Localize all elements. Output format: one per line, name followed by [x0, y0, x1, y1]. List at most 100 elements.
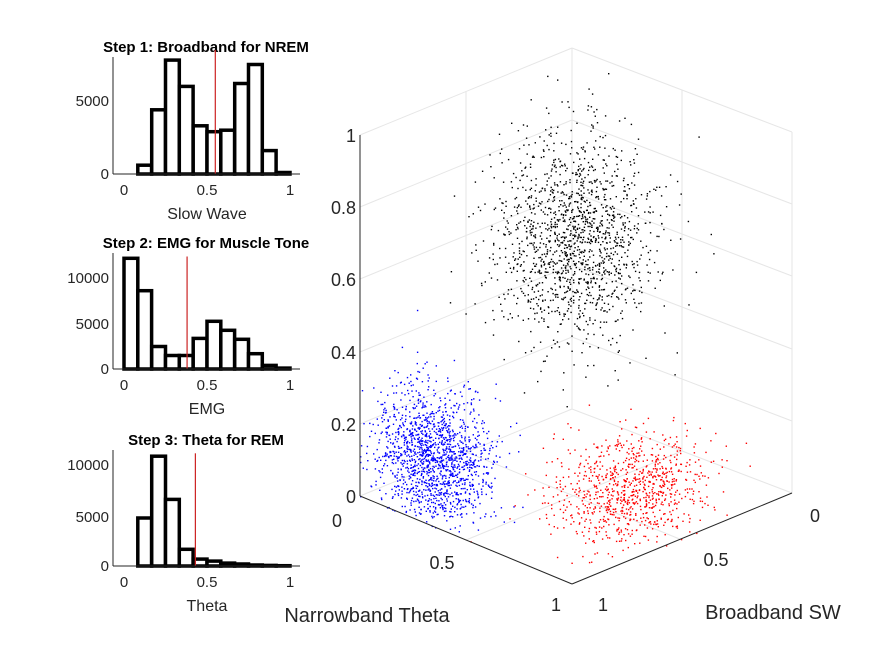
scatter-point	[564, 253, 566, 255]
scatter-point	[422, 477, 424, 479]
scatter-point	[647, 539, 650, 541]
scatter-point	[652, 503, 654, 505]
scatter-point	[522, 292, 525, 294]
scatter-point	[559, 280, 562, 282]
scatter-point	[563, 239, 565, 242]
scatter-point	[587, 273, 590, 276]
scatter-point	[568, 501, 570, 503]
scatter-point	[415, 377, 418, 379]
scatter-point	[406, 498, 408, 500]
scatter-point	[588, 467, 590, 469]
scatter-point	[635, 479, 637, 481]
scatter-point	[435, 428, 438, 430]
scatter-point	[572, 225, 574, 228]
scatter-point	[370, 430, 373, 432]
scatter-point	[617, 272, 620, 274]
scatter-point	[675, 436, 678, 438]
scatter-point	[471, 467, 473, 469]
scatter-point	[406, 445, 408, 447]
scatter-point	[526, 236, 528, 238]
histogram-bar	[205, 129, 223, 176]
scatter-point	[413, 417, 415, 419]
scatter-point	[600, 220, 602, 222]
scatter-point	[419, 423, 421, 426]
scatter-point	[442, 437, 445, 439]
scatter-point	[434, 442, 436, 444]
scatter-point	[446, 456, 449, 458]
scatter-point	[414, 474, 416, 477]
scatter-point	[421, 462, 423, 464]
scatter-point	[575, 262, 577, 265]
scatter-point	[655, 502, 658, 504]
scatter-point	[631, 182, 633, 184]
scatter-point	[595, 227, 598, 229]
scatter-point	[680, 193, 682, 195]
scatter-point	[475, 454, 477, 456]
scatter-point	[608, 234, 611, 236]
scatter-point	[397, 371, 399, 374]
scatter-point	[638, 440, 640, 442]
scatter-point	[508, 233, 511, 236]
scatter-point	[407, 389, 409, 392]
scatter-point	[425, 439, 427, 442]
histogram-bar	[246, 62, 265, 176]
scatter-point	[539, 246, 541, 249]
scatter-point	[617, 528, 619, 531]
scatter-point	[361, 390, 364, 392]
x-tick-label: 1	[286, 182, 294, 199]
scatter-point	[456, 493, 458, 496]
histogram-bar	[163, 497, 182, 568]
scatter-point	[659, 279, 661, 282]
scatter-point	[559, 244, 561, 246]
scatter-point	[601, 223, 603, 225]
scatter-point	[433, 443, 435, 445]
scatter-point	[413, 500, 415, 503]
scatter-point	[409, 399, 411, 402]
scatter-point	[444, 404, 446, 406]
scatter-point	[549, 250, 551, 252]
scatter-point	[465, 464, 467, 466]
scatter-point	[608, 73, 610, 75]
scatter-point	[631, 211, 633, 213]
scatter-point	[455, 456, 457, 458]
scatter-point	[420, 461, 422, 463]
scatter-point	[575, 174, 577, 176]
scatter-point	[597, 198, 600, 200]
scatter-point	[556, 272, 559, 275]
scatter-point	[524, 216, 526, 218]
scatter-point	[533, 246, 535, 248]
scatter-point	[626, 523, 629, 525]
scatter-point	[513, 266, 515, 269]
scatter-point	[626, 501, 629, 503]
scatter-point	[693, 452, 696, 454]
scatter-point	[557, 126, 559, 128]
scatter-point	[418, 412, 420, 414]
scatter-point	[461, 427, 464, 429]
scatter-point	[392, 462, 395, 465]
scatter-point	[617, 483, 619, 485]
scatter-point	[587, 109, 589, 111]
scatter-point	[583, 315, 585, 317]
scatter-point	[587, 238, 590, 240]
scatter-point	[524, 167, 526, 169]
scatter-point	[433, 466, 435, 468]
scatter-point	[689, 498, 691, 500]
scatter-point	[380, 432, 382, 435]
x-tick-labels: 0 0.5 1	[332, 511, 561, 615]
scatter-point	[634, 458, 637, 460]
scatter-point	[585, 496, 587, 498]
scatter-point	[454, 464, 456, 466]
scatter-point	[641, 450, 643, 452]
scatter-point	[581, 242, 583, 244]
scatter-point	[433, 484, 435, 486]
scatter-point	[439, 492, 442, 494]
scatter-point	[629, 276, 631, 279]
scatter-point	[493, 244, 495, 246]
scatter-point	[441, 506, 444, 509]
scatter-point	[458, 480, 460, 482]
scatter-point	[561, 213, 563, 215]
scatter-point	[392, 496, 394, 498]
scatter-point	[604, 488, 607, 490]
scatter-point	[562, 192, 564, 194]
scatter-point	[558, 259, 560, 262]
